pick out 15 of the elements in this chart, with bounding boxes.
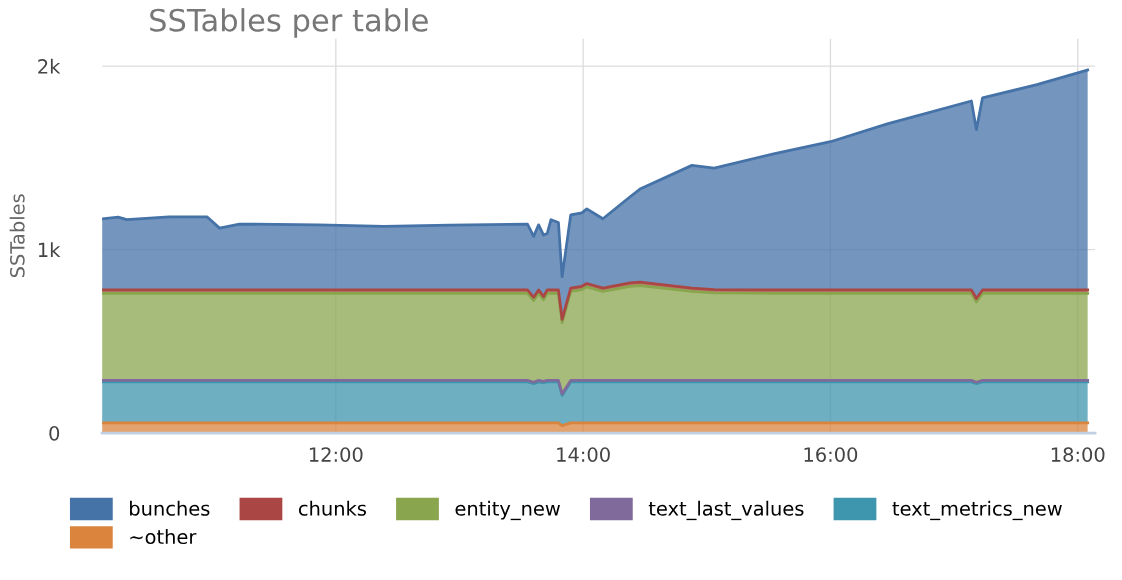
y-tick-label: 0: [49, 425, 60, 441]
x-tick-label: 18:00: [1051, 447, 1105, 462]
x-tick-label: 14:00: [557, 447, 610, 462]
x-tick-label: 16:00: [804, 447, 858, 462]
y-tick-label: 2k: [38, 58, 61, 74]
chart-title: SSTables per table: [150, 8, 428, 38]
legend-label: bunches: [130, 500, 210, 516]
y-tick-label: 1k: [38, 242, 61, 257]
y-axis-title: SSTables: [9, 194, 25, 278]
x-tick-label: 12:00: [309, 447, 363, 462]
legend-label: text_metrics_new: [892, 500, 1062, 521]
legend-label: chunks: [298, 500, 366, 516]
legend-label: text_last_values: [648, 500, 804, 521]
legend-label: ~other: [130, 529, 197, 545]
legend-label: entity_new: [455, 500, 560, 521]
